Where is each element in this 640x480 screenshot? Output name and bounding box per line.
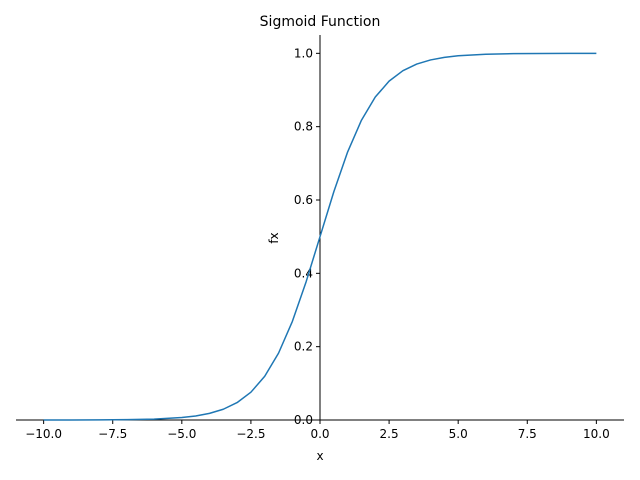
x-tick-label: −10.0 — [25, 427, 62, 441]
x-tick-label: 7.5 — [518, 427, 537, 441]
y-axis-label: fx — [267, 232, 281, 243]
x-tick-label: −5.0 — [167, 427, 196, 441]
sigmoid-series-line — [43, 52, 597, 421]
y-tick-label: 1.0 — [294, 46, 313, 60]
y-tick-label: 0.2 — [294, 340, 313, 354]
x-tick-label: 2.5 — [380, 427, 399, 441]
x-tick-label: 10.0 — [583, 427, 610, 441]
x-tick-label: 0.0 — [310, 427, 329, 441]
x-axis-label: x — [316, 449, 323, 463]
x-tick-label: −7.5 — [98, 427, 127, 441]
x-tick-label: 5.0 — [449, 427, 468, 441]
axis-ticks: −10.0 −7.5 −5.0 −2.5 0.0 2.5 5.0 7.5 10.00.00.20… — [25, 46, 609, 441]
x-tick-label: −2.5 — [236, 427, 265, 441]
chart-title: Sigmoid Function — [260, 14, 381, 30]
y-tick-label: 0.8 — [294, 120, 313, 134]
y-tick-label: 0.6 — [294, 193, 313, 207]
